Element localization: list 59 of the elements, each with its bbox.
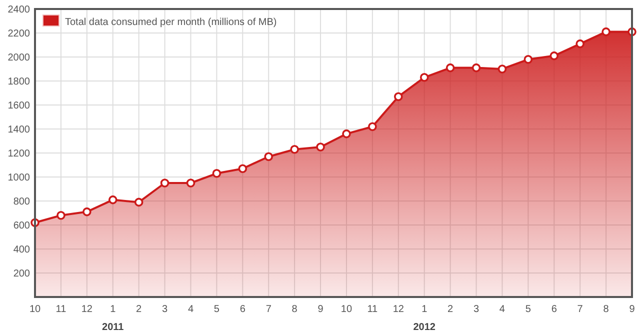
point <box>238 164 248 173</box>
point <box>342 129 351 138</box>
point <box>186 178 196 188</box>
y-tick-label: 1600 <box>8 100 30 112</box>
point <box>264 152 274 161</box>
y-tick-label: 2400 <box>8 4 30 16</box>
x-tick-label: 7 <box>266 304 272 315</box>
y-tick-label: 1400 <box>8 124 30 136</box>
x-tick-label: 2 <box>448 304 454 315</box>
y-tick-label: 1200 <box>8 148 30 160</box>
y-tick-label: 600 <box>13 220 30 232</box>
x-tick-label: 12 <box>392 304 404 315</box>
x-tick-label: 10 <box>29 304 41 315</box>
point <box>316 142 325 152</box>
x-tick-label: 5 <box>214 304 220 315</box>
y-tick-label: 800 <box>13 196 30 208</box>
x-tick-label: 3 <box>162 304 168 315</box>
x-tick-label: 1 2011 <box>102 304 124 333</box>
y-tick-label: 1800 <box>8 76 30 88</box>
x-tick-label: 10 <box>340 304 352 315</box>
x-tick-label: 9 <box>629 304 636 315</box>
point <box>524 55 533 64</box>
x-tick-label: 1 2012 <box>413 304 436 333</box>
point <box>212 169 222 178</box>
point <box>576 39 584 48</box>
y-tick-label: 400 <box>13 244 30 256</box>
point <box>550 51 559 60</box>
point <box>82 207 92 216</box>
point <box>290 145 299 154</box>
x-tick-label: 7 <box>577 304 584 315</box>
x-tick-label: 2 <box>136 304 142 315</box>
x-tick-label: 11 <box>56 304 67 315</box>
y-tick-label: 2200 <box>8 28 30 40</box>
legend-label: Total data consumed per month (millions of MB) <box>65 17 277 28</box>
point <box>394 92 403 101</box>
x-tick-label: 4 <box>499 304 506 315</box>
point <box>160 178 170 188</box>
point <box>56 211 66 220</box>
x-tick-label: 11 <box>367 304 378 315</box>
x-tick-label: 12 <box>81 304 93 315</box>
y-tick-label: 1000 <box>8 172 30 184</box>
y-tick-label: 200 <box>13 268 30 280</box>
x-tick-label: 5 <box>525 304 532 315</box>
point <box>368 122 377 131</box>
x-tick-label: 8 <box>603 304 610 315</box>
x-tick-label: 4 <box>188 304 194 315</box>
point <box>498 64 507 74</box>
point <box>446 63 455 72</box>
y-tick-label: 2000 <box>8 52 30 64</box>
x-tick-label: 6 <box>240 304 246 315</box>
x-tick-label: 8 <box>292 304 298 315</box>
x-tick-label: 6 <box>551 304 558 315</box>
point <box>108 195 118 204</box>
point <box>472 63 481 72</box>
point <box>420 73 429 82</box>
x-tick-label: 3 <box>473 304 480 315</box>
point <box>134 198 144 207</box>
point <box>602 27 610 36</box>
x-tick-label: 9 <box>318 304 324 315</box>
